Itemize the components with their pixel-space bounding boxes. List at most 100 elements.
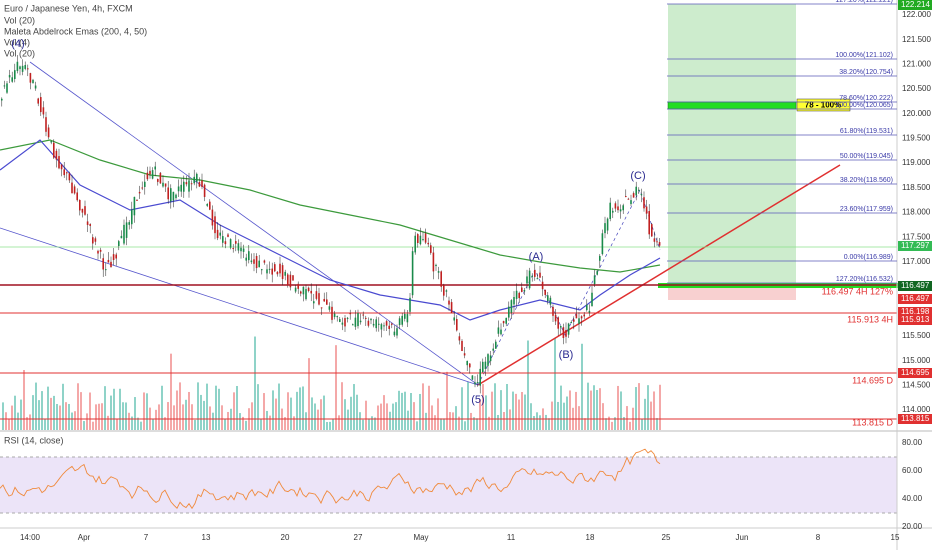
candle-body <box>157 179 159 182</box>
price-axis-label: 121.500 <box>902 35 931 44</box>
wave-label: (A) <box>529 251 544 263</box>
volume-bar <box>494 383 496 430</box>
volume-bar <box>101 403 103 430</box>
volume-bar <box>362 419 364 430</box>
candle-body <box>458 336 461 341</box>
volume-bar <box>377 405 379 430</box>
fib-label: 100.00%(120.065) <box>835 102 893 109</box>
candle-body <box>432 252 435 272</box>
candle-body <box>86 221 89 225</box>
candle-body <box>258 260 260 268</box>
candle-body <box>422 239 424 241</box>
loss-zone <box>668 285 796 300</box>
volume-bar <box>194 419 196 430</box>
candle-body <box>27 68 29 70</box>
candle-body <box>266 269 268 274</box>
volume-bar <box>455 406 457 430</box>
volume-bar <box>611 421 613 430</box>
volume-bar <box>431 405 433 430</box>
indicator-label: Vol (4) <box>4 37 30 47</box>
candle-body <box>320 307 323 309</box>
candle-body <box>55 150 58 160</box>
candle-body <box>453 317 455 321</box>
volume-bar <box>80 392 82 430</box>
volume-bar <box>323 395 325 430</box>
volume-bar <box>155 409 157 430</box>
volume-bar <box>407 410 409 430</box>
volume-bar <box>560 385 562 430</box>
volume-bar <box>62 383 64 430</box>
candle-body <box>214 216 216 234</box>
candle-body <box>279 263 281 274</box>
volume-bar <box>581 343 583 430</box>
volume-bar <box>452 412 454 430</box>
candle-body <box>92 237 94 244</box>
volume-bar <box>620 391 622 430</box>
candle-body <box>211 209 214 226</box>
candle-body <box>11 77 13 82</box>
price-axis-label: 118.500 <box>902 183 931 192</box>
volume-bar <box>398 390 400 430</box>
candle-body <box>37 98 39 104</box>
volume-bar <box>554 338 556 430</box>
volume-bar <box>131 416 133 430</box>
price-tag-label: 116.497 <box>901 294 930 303</box>
volume-bar <box>446 371 448 430</box>
volume-bar <box>44 418 46 430</box>
volume-bar <box>212 412 214 430</box>
candle-body <box>250 260 253 263</box>
candle-body <box>505 317 507 324</box>
candle-body <box>385 321 388 326</box>
volume-bar <box>512 391 514 430</box>
volume-bar <box>110 395 112 430</box>
volume-bar <box>293 416 295 430</box>
candle-body <box>177 186 180 192</box>
wave-label: (4) <box>11 38 24 50</box>
candle-body <box>414 235 416 253</box>
candle-body <box>341 322 344 325</box>
candle-body <box>42 107 45 115</box>
volume-bar <box>341 382 343 430</box>
candle-body <box>118 241 120 246</box>
volume-bar <box>329 421 331 430</box>
volume-bar <box>275 398 277 430</box>
volume-bar <box>515 393 517 430</box>
price-tag <box>898 368 932 378</box>
price-axis-label: 120.000 <box>902 109 931 118</box>
volume-bar <box>206 383 208 430</box>
fib-label: 38.20%(118.560) <box>840 177 893 184</box>
candle-body <box>510 300 513 313</box>
volume-bar <box>74 411 76 430</box>
candle-body <box>487 354 489 366</box>
candle-body <box>136 199 138 201</box>
candle-body <box>653 238 656 242</box>
volume-bar <box>92 421 94 430</box>
volume-bar <box>350 396 352 430</box>
price-axis-label: 120.500 <box>902 84 931 93</box>
candle-body <box>138 191 141 194</box>
candle-body <box>645 206 648 214</box>
candle-body <box>58 156 60 169</box>
volume-bar <box>140 421 142 430</box>
volume-bar <box>320 399 322 430</box>
volume-bar <box>35 382 37 430</box>
volume-bar <box>89 392 91 430</box>
volume-bar <box>449 412 451 430</box>
volume-bar <box>173 405 175 430</box>
price-axis-label: 114.500 <box>902 380 931 389</box>
volume-bar <box>635 387 637 430</box>
volume-bar <box>326 421 328 430</box>
candle-body <box>63 169 65 176</box>
volume-bar <box>167 402 169 430</box>
volume-bar <box>311 397 313 430</box>
candle-body <box>614 203 617 209</box>
volume-bar <box>182 404 184 430</box>
candle-body <box>162 182 164 187</box>
candle-body <box>484 361 487 369</box>
volume-bar <box>551 401 553 430</box>
candle-body <box>141 187 143 189</box>
volume-bar <box>482 384 484 430</box>
volume-bar <box>422 383 424 430</box>
volume-bar <box>188 391 190 430</box>
volume-bar <box>20 399 22 430</box>
